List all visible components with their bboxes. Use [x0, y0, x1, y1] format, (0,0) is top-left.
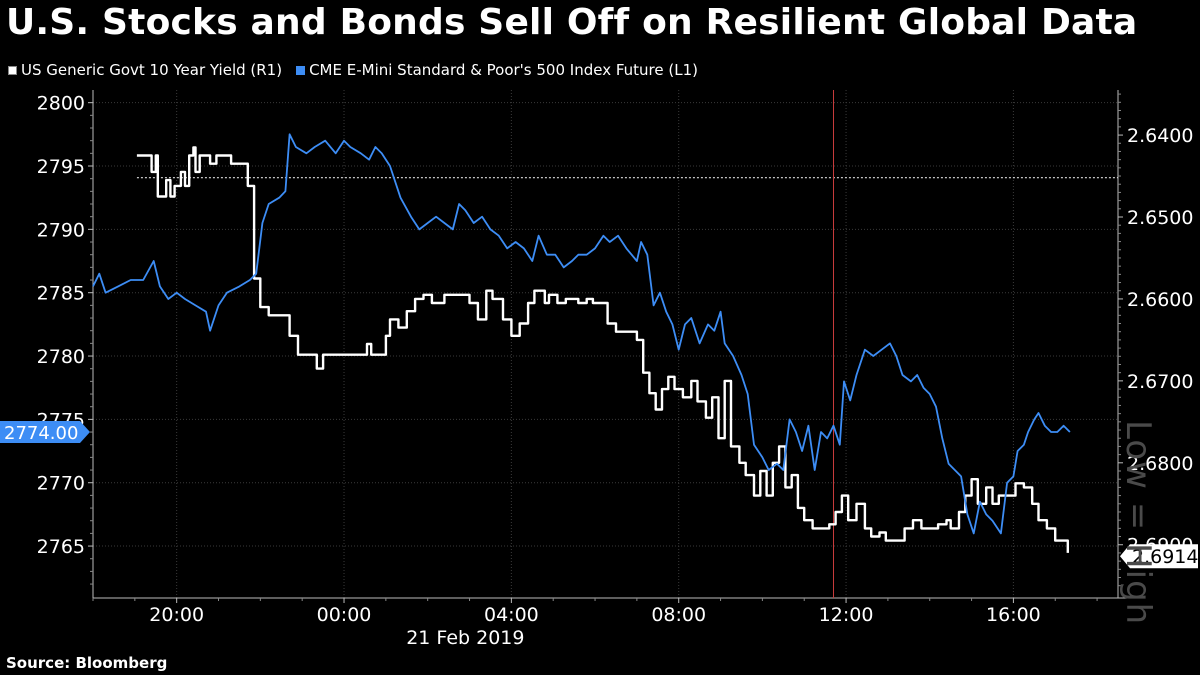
futures-legend-label: CME E-Mini Standard & Poor's 500 Index F…	[309, 61, 698, 79]
left-tick-label: 2795	[37, 156, 85, 178]
yield-series-line	[136, 146, 1069, 553]
left-tick-label: 2780	[37, 346, 85, 368]
x-tick-label: 20:00	[149, 604, 204, 626]
watermark: Low = High	[1118, 420, 1158, 626]
date-label: 21 Feb 2019	[406, 627, 524, 649]
x-tick-label: 00:00	[317, 604, 372, 626]
source-note: Source: Bloomberg	[6, 654, 168, 672]
chart-title: U.S. Stocks and Bonds Sell Off on Resili…	[6, 2, 1138, 43]
futures-last-value-label: 2774.00	[4, 423, 78, 444]
left-tick-label: 2785	[37, 283, 85, 305]
yield-legend-swatch	[8, 65, 17, 75]
right-tick-label: 2.6500	[1127, 207, 1193, 229]
futures-last-value-tag	[0, 421, 90, 444]
left-tick-label: 2800	[37, 93, 85, 115]
right-tick-label: 2.6600	[1127, 289, 1193, 311]
x-tick-label: 12:00	[819, 604, 874, 626]
left-tick-label: 2790	[37, 219, 85, 241]
left-tick-label: 2770	[37, 473, 85, 495]
x-tick-label: 04:00	[484, 604, 539, 626]
legend: US Generic Govt 10 Year Yield (R1) CME E…	[8, 61, 698, 79]
futures-legend-swatch	[296, 65, 306, 75]
x-tick-label: 16:00	[986, 604, 1041, 626]
yield-legend-label: US Generic Govt 10 Year Yield (R1)	[21, 61, 283, 79]
left-tick-label: 2765	[37, 536, 85, 558]
futures-series-line	[92, 133, 1071, 535]
yield-last-value-tag	[1120, 544, 1198, 569]
right-tick-label: 2.6400	[1127, 125, 1193, 147]
yield-last-value-label: 2.6914	[1132, 546, 1198, 568]
right-tick-label: 2.6700	[1127, 371, 1193, 393]
right-tick-label: 2.6800	[1127, 453, 1193, 475]
x-tick-label: 08:00	[651, 604, 706, 626]
